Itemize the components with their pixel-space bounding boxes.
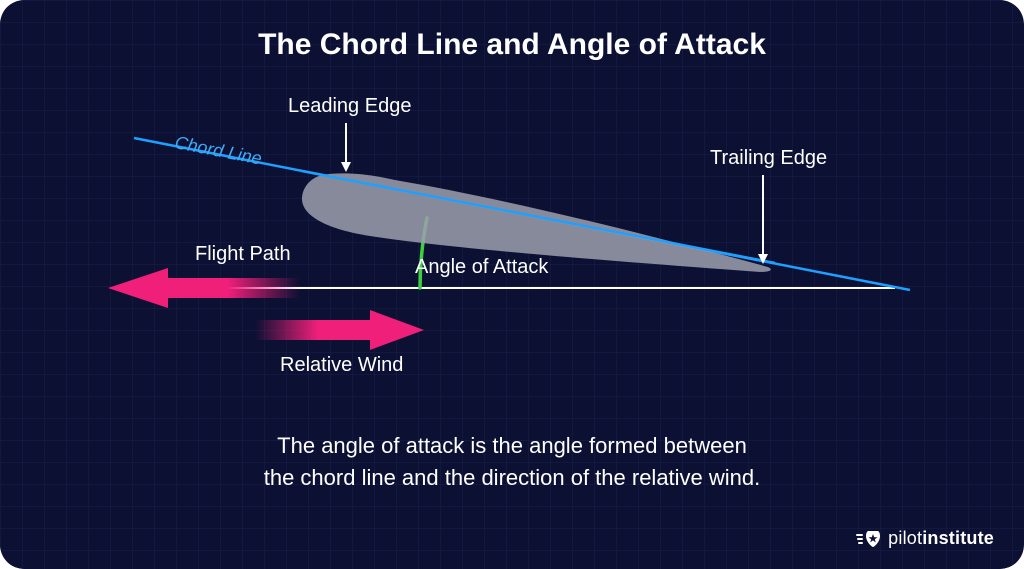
wings-shield-icon bbox=[856, 529, 882, 549]
brand-logo: pilotinstitute bbox=[856, 528, 994, 549]
brand-text: pilotinstitute bbox=[888, 528, 994, 549]
relative-wind-arrow bbox=[255, 310, 424, 350]
brand-text-prefix: pilot bbox=[888, 528, 922, 548]
trailing-edge-arrow bbox=[758, 175, 768, 264]
label-relative-wind: Relative Wind bbox=[280, 354, 403, 377]
caption-text: The angle of attack is the angle formed … bbox=[0, 430, 1024, 494]
leading-edge-arrow bbox=[341, 123, 351, 172]
label-trailing-edge: Trailing Edge bbox=[710, 147, 827, 170]
label-angle-of-attack: Angle of Attack bbox=[415, 256, 548, 279]
caption-line-2: the chord line and the direction of the … bbox=[264, 465, 761, 490]
label-leading-edge: Leading Edge bbox=[288, 95, 411, 118]
page-title: The Chord Line and Angle of Attack bbox=[0, 28, 1024, 62]
caption-line-1: The angle of attack is the angle formed … bbox=[277, 433, 747, 458]
flight-path-arrow bbox=[108, 268, 300, 308]
diagram-canvas: The Chord Line and Angle of Attack Leadi… bbox=[0, 0, 1024, 569]
brand-text-bold: institute bbox=[922, 528, 994, 548]
label-flight-path: Flight Path bbox=[195, 243, 291, 266]
